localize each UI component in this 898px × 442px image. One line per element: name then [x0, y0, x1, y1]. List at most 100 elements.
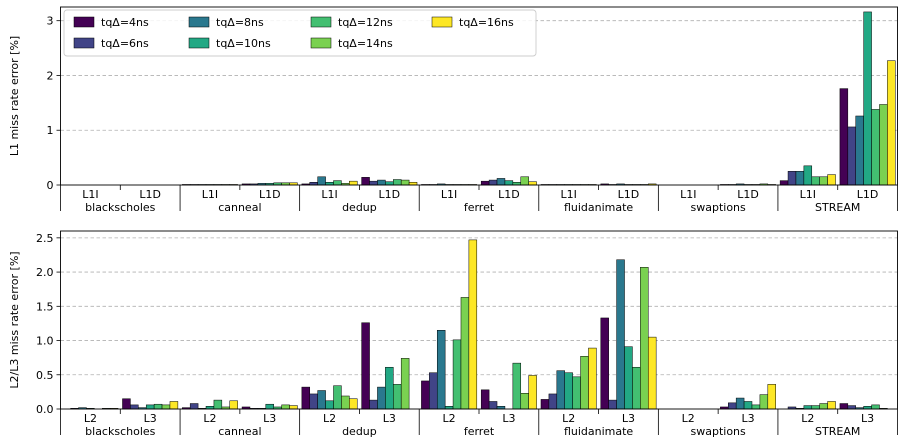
legend-entry: tqΔ=16ns [459, 16, 514, 29]
subgroup-label: L3 [622, 412, 635, 425]
subgroup-label: L1I [680, 188, 696, 201]
bar [540, 399, 550, 410]
y-tick-label: 1.5 [36, 300, 54, 313]
y-tick-label: 1.0 [36, 335, 54, 348]
bar [767, 384, 776, 410]
bar [169, 401, 179, 410]
bar [122, 398, 131, 410]
bar [385, 366, 394, 410]
benchmark-label: ferret [464, 201, 495, 214]
bar [309, 393, 318, 410]
subgroup-label: L1D [857, 188, 879, 201]
bar [480, 389, 490, 410]
bar [743, 401, 753, 410]
bar [632, 366, 641, 410]
bar [460, 297, 470, 410]
y-axis-label: L1 miss rate error [%] [8, 36, 21, 156]
legend-swatch [73, 37, 95, 49]
benchmark-label: blackscholes [85, 201, 156, 214]
bar [436, 330, 446, 410]
bar [504, 180, 514, 186]
bar [281, 404, 290, 410]
bar [759, 394, 769, 410]
bar [528, 375, 537, 410]
bar [488, 401, 498, 410]
bar [393, 179, 402, 186]
y-tick-label: 0.0 [36, 403, 54, 416]
bar [153, 403, 163, 410]
bar [871, 109, 880, 186]
y-tick-label: 2.0 [36, 266, 54, 279]
subgroup-label: L2 [682, 412, 695, 425]
subgroup-label: L1I [82, 188, 98, 201]
bar [735, 397, 745, 410]
subgroup-label: L3 [263, 412, 276, 425]
bar [580, 356, 589, 410]
bar [803, 405, 813, 410]
bar [803, 165, 813, 186]
bar [624, 346, 633, 410]
bar [871, 404, 880, 410]
bar [600, 317, 609, 410]
subgroup-label: L1D [139, 188, 161, 201]
subgroup-label: L2 [443, 412, 456, 425]
bar [728, 402, 737, 410]
bar [161, 404, 171, 410]
subgroup-label: L3 [741, 412, 754, 425]
benchmark-label: swaptions [691, 425, 747, 438]
bar [779, 180, 789, 186]
legend-swatch [310, 37, 332, 49]
bar [333, 385, 342, 410]
legend-entry: tqΔ=10ns [216, 37, 271, 50]
legend-entry: tqΔ=12ns [338, 16, 393, 29]
y-tick-label: 2.5 [36, 232, 54, 245]
bar [130, 404, 139, 410]
subgroup-label: L1I [202, 188, 218, 201]
bar [349, 180, 358, 186]
benchmark-label: STREAM [815, 201, 860, 214]
bar [393, 384, 402, 410]
bar [863, 11, 872, 186]
bar [879, 104, 888, 186]
bar [317, 176, 326, 186]
legend-entry: tqΔ=8ns [216, 16, 264, 29]
bar [839, 403, 849, 410]
y-tick-label: 1 [47, 124, 54, 137]
bar [377, 179, 386, 186]
legend: tqΔ=4ns tqΔ=6ns tqΔ=8ns tqΔ=10ns tqΔ=12ns tqΔ… [63, 9, 537, 57]
legend-swatch [188, 37, 210, 49]
y-tick-label: 0 [47, 179, 54, 192]
bar [400, 358, 410, 410]
subgroup-label: L1I [321, 188, 337, 201]
bar [512, 362, 522, 410]
legend-swatch [73, 16, 95, 28]
bar [608, 399, 617, 410]
bar [616, 259, 625, 410]
bar [349, 398, 358, 410]
bar [377, 386, 386, 410]
bar [189, 403, 199, 410]
subgroup-label: L1D [498, 188, 520, 201]
subgroup-label: L1I [441, 188, 457, 201]
bar [787, 171, 797, 186]
benchmark-label: canneal [218, 425, 261, 438]
benchmark-label: dedup [342, 425, 377, 438]
bar [385, 181, 394, 186]
subgroup-label: L1D [618, 188, 640, 201]
bar [795, 171, 805, 186]
bar [528, 181, 537, 186]
bar [819, 176, 828, 186]
bar [369, 180, 378, 186]
subgroup-label: L1D [379, 188, 401, 201]
bar [301, 386, 311, 410]
y-axis-label: L2/L3 miss rate error [%] [8, 251, 21, 388]
benchmark-label: blackscholes [85, 425, 156, 438]
bar [827, 401, 836, 410]
legend-swatch [188, 16, 210, 28]
y-tick-label: 2 [47, 69, 54, 82]
bar [468, 239, 478, 410]
bar [265, 403, 274, 410]
subgroup-label: L2 [323, 412, 336, 425]
